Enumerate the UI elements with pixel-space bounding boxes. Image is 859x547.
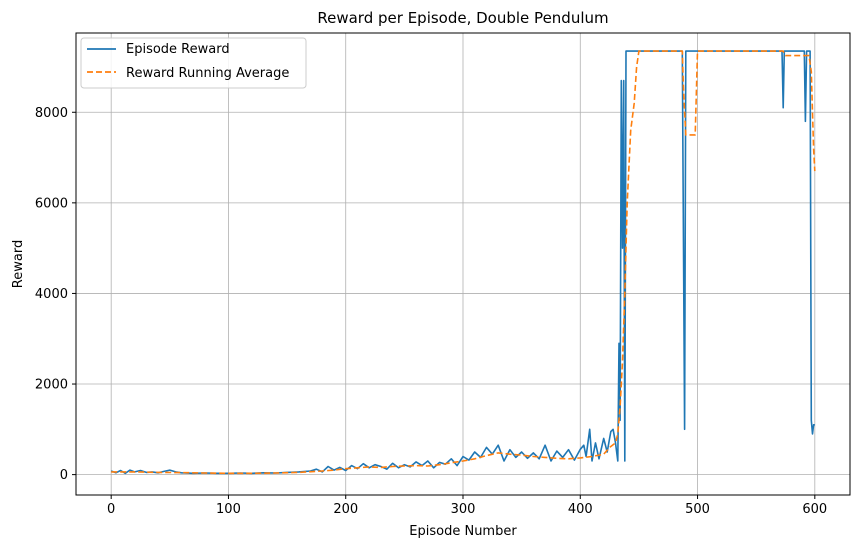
x-axis-ticks: 0 100 200 300 400 500 600: [107, 495, 827, 517]
y-axis-ticks: 0 2000 4000 6000 8000: [35, 106, 76, 483]
y-axis-label: Reward: [11, 240, 26, 288]
y-tick-label: 0: [60, 468, 68, 483]
x-tick-label: 600: [802, 502, 827, 517]
grid: [76, 33, 850, 495]
series-layer: [110, 50, 816, 475]
y-tick-label: 2000: [35, 378, 68, 393]
x-tick-label: 400: [568, 502, 593, 517]
series-line-running-average: [111, 50, 816, 475]
x-tick-label: 500: [685, 502, 710, 517]
legend: Episode Reward Reward Running Average: [80, 37, 307, 89]
x-tick-label: 100: [216, 502, 241, 517]
x-tick-label: 200: [333, 502, 358, 517]
x-tick-label: 0: [107, 502, 115, 517]
x-tick-label: 300: [451, 502, 476, 517]
x-axis-label: Episode Number: [409, 524, 517, 539]
y-tick-label: 6000: [35, 196, 68, 211]
y-tick-label: 4000: [35, 287, 68, 302]
y-tick-label: 8000: [35, 106, 68, 121]
plot-area: [110, 50, 816, 475]
legend-label-episode-reward: Episode Reward: [126, 42, 230, 57]
legend-label-running-average: Reward Running Average: [126, 66, 289, 81]
legend-box: [80, 37, 307, 89]
chart-title: Reward per Episode, Double Pendulum: [317, 9, 608, 27]
